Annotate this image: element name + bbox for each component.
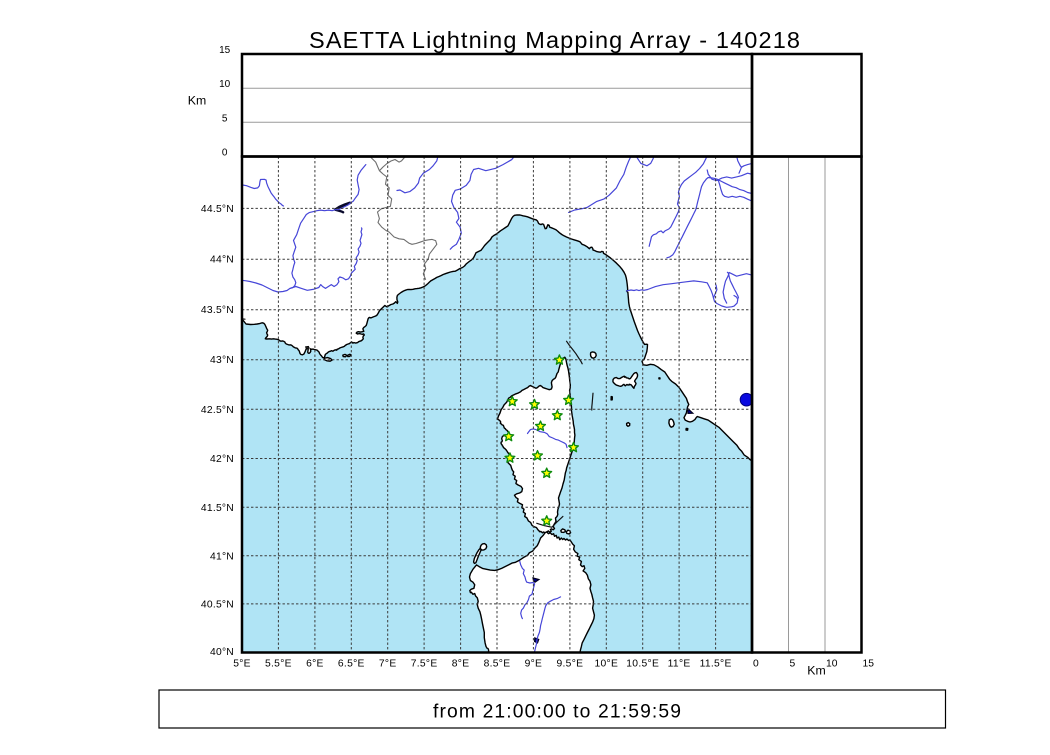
svg-text:40.5°N: 40.5°N (201, 599, 234, 610)
svg-text:0: 0 (753, 659, 759, 670)
svg-text:0: 0 (222, 148, 228, 159)
svg-text:10: 10 (826, 659, 838, 670)
svg-text:9.5°E: 9.5°E (556, 659, 583, 670)
svg-text:42.5°N: 42.5°N (201, 405, 234, 416)
svg-text:40°N: 40°N (210, 647, 234, 658)
svg-text:44°N: 44°N (210, 255, 234, 266)
svg-text:5.5°E: 5.5°E (265, 659, 292, 670)
svg-text:5°E: 5°E (233, 659, 251, 670)
svg-text:41.5°N: 41.5°N (201, 503, 234, 514)
svg-text:from 21:00:00 to 21:59:59: from 21:00:00 to 21:59:59 (433, 702, 681, 723)
svg-text:6.5°E: 6.5°E (338, 659, 365, 670)
svg-text:11.5°E: 11.5°E (700, 659, 732, 670)
svg-text:6°E: 6°E (306, 659, 324, 670)
svg-text:10: 10 (219, 79, 231, 90)
svg-text:SAETTA Lightning Mapping Array: SAETTA Lightning Mapping Array - 140218 (309, 27, 800, 53)
svg-text:8°E: 8°E (452, 659, 470, 670)
svg-text:42°N: 42°N (210, 454, 234, 465)
svg-text:5: 5 (790, 659, 796, 670)
svg-text:10°E: 10°E (594, 659, 618, 670)
svg-text:Km: Km (807, 664, 825, 678)
svg-text:Km: Km (188, 94, 206, 108)
svg-text:43.5°N: 43.5°N (201, 305, 234, 316)
svg-text:15: 15 (219, 45, 231, 56)
svg-text:7°E: 7°E (379, 659, 397, 670)
svg-text:41°N: 41°N (210, 551, 234, 562)
svg-text:7.5°E: 7.5°E (411, 659, 438, 670)
svg-text:9°E: 9°E (525, 659, 543, 670)
svg-text:44.5°N: 44.5°N (201, 204, 234, 215)
svg-text:5: 5 (222, 113, 228, 124)
svg-text:11°E: 11°E (668, 659, 691, 670)
svg-text:15: 15 (863, 659, 875, 670)
svg-text:8.5°E: 8.5°E (484, 659, 511, 670)
svg-text:43°N: 43°N (210, 355, 234, 366)
svg-text:10.5°E: 10.5°E (626, 659, 659, 670)
